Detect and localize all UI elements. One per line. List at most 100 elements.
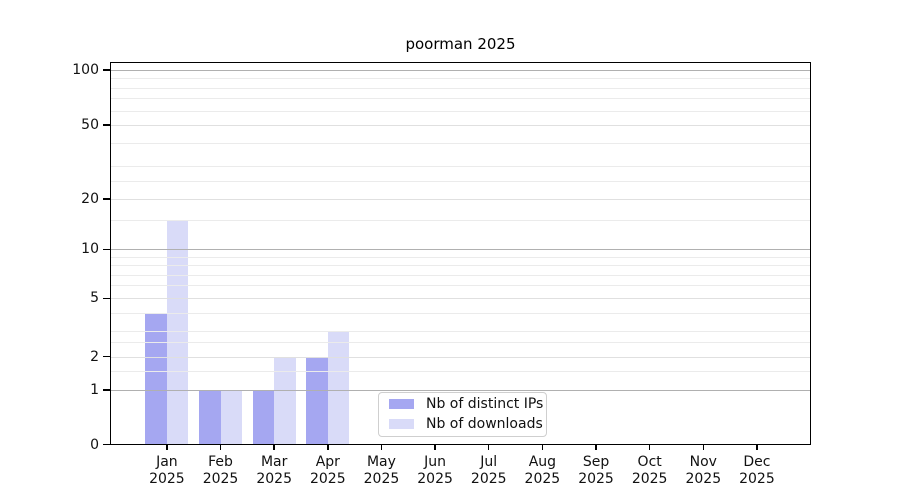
y-tick-label: 1 — [90, 382, 99, 398]
x-tick-month: Mar — [260, 454, 288, 470]
gridline-minor — [110, 265, 811, 267]
x-tick-mark — [327, 444, 329, 450]
x-tick-month: Nov — [689, 454, 717, 470]
y-tick-label: 50 — [81, 117, 99, 133]
x-tick-label-jun: Jun 2025 — [403, 454, 467, 487]
gridline-labeled-minor — [110, 298, 811, 300]
x-tick-month: Jun — [424, 454, 447, 470]
x-tick-mark — [219, 444, 222, 450]
x-tick-month: Dec — [743, 454, 771, 470]
x-tick-mark — [541, 444, 544, 450]
gridline-labeled-minor — [110, 125, 811, 126]
y-tick-mark — [103, 356, 110, 358]
y-tick-label: 10 — [81, 241, 99, 258]
gridline-minor — [110, 330, 811, 332]
gridline-minor — [110, 342, 811, 344]
x-tick-month: Jan — [156, 454, 178, 470]
x-tick-month: Aug — [528, 454, 557, 470]
x-tick-mark — [434, 444, 436, 450]
gridline-minor — [110, 312, 811, 314]
x-tick-year: 2025 — [202, 470, 239, 487]
x-tick-label-apr: Apr 2025 — [296, 454, 360, 487]
bar-downloads-feb — [220, 390, 243, 445]
gridline-minor — [110, 219, 811, 221]
gridline-minor — [110, 87, 811, 89]
gridline-minor — [110, 180, 811, 182]
legend-item-distinct-ips: Nb of distinct IPs — [389, 396, 546, 413]
x-tick-mark — [166, 444, 168, 450]
y-tick-mark — [103, 69, 110, 71]
legend-label-distinct-ips: Nb of distinct IPs — [426, 396, 544, 412]
x-tick-label-jan: Jan 2025 — [135, 454, 199, 487]
x-tick-year: 2025 — [470, 470, 507, 487]
x-tick-year: 2025 — [524, 470, 561, 487]
x-tick-label-aug: Aug 2025 — [510, 454, 574, 487]
legend-swatch-distinct-ips — [389, 399, 414, 409]
axes-spines — [110, 61, 811, 445]
legend-item-downloads: Nb of downloads — [389, 416, 546, 433]
bar-downloads-jan — [166, 219, 189, 445]
bar-distinct-ips-mar — [252, 390, 275, 445]
legend-swatch-downloads — [389, 419, 414, 429]
gridline-minor — [110, 98, 811, 100]
y-tick-mark — [103, 389, 110, 391]
x-tick-year: 2025 — [309, 470, 346, 487]
x-tick-mark — [488, 444, 490, 450]
y-tick-mark — [103, 443, 110, 446]
gridline-minor — [110, 78, 811, 80]
gridline-minor — [110, 166, 811, 168]
gridline-minor — [110, 274, 811, 276]
x-tick-year: 2025 — [578, 470, 614, 487]
gridline-major — [110, 249, 811, 251]
bar-downloads-apr — [327, 330, 350, 445]
x-tick-month: Apr — [315, 454, 340, 470]
legend-label-downloads: Nb of downloads — [426, 416, 543, 432]
gridline-minor — [110, 256, 811, 258]
x-tick-month: Oct — [637, 454, 662, 470]
bar-distinct-ips-apr — [306, 356, 328, 445]
x-tick-year: 2025 — [256, 470, 292, 487]
chart-title: poorman 2025 — [405, 35, 516, 53]
gridline-minor — [110, 370, 811, 372]
x-tick-month: Feb — [208, 454, 233, 470]
x-tick-year: 2025 — [417, 470, 453, 487]
legend: Nb of distinct IPs Nb of downloads — [378, 391, 547, 437]
gridline-major — [110, 70, 811, 71]
x-tick-year: 2025 — [363, 470, 400, 487]
gridline-labeled-minor — [110, 199, 811, 200]
x-tick-label-nov: Nov 2025 — [671, 454, 735, 487]
x-tick-label-jul: Jul 2025 — [457, 454, 521, 487]
y-tick-mark — [103, 198, 110, 200]
x-tick-mark — [273, 444, 275, 450]
x-tick-month: May — [366, 454, 396, 470]
x-tick-label-sep: Sep 2025 — [564, 454, 628, 487]
x-tick-mark — [380, 444, 383, 450]
x-tick-label-dec: Dec 2025 — [725, 454, 789, 487]
x-tick-label-mar: Mar 2025 — [242, 454, 306, 487]
gridline-labeled-minor — [110, 356, 811, 358]
y-tick-mark — [103, 297, 110, 299]
y-tick-label: 2 — [90, 348, 99, 365]
x-tick-year: 2025 — [631, 470, 668, 487]
x-tick-mark — [702, 444, 704, 450]
gridline-minor — [110, 285, 811, 287]
x-tick-year: 2025 — [685, 470, 722, 487]
y-tick-mark — [103, 124, 110, 126]
y-tick-label: 0 — [90, 436, 99, 453]
bar-distinct-ips-feb — [199, 390, 221, 445]
bar-downloads-mar — [274, 356, 296, 445]
x-tick-year: 2025 — [149, 470, 185, 487]
y-tick-label: 100 — [72, 62, 99, 78]
x-tick-label-feb: Feb 2025 — [189, 454, 253, 487]
x-tick-label-may: May 2025 — [349, 454, 413, 487]
bar-distinct-ips-jan — [145, 312, 167, 445]
x-tick-year: 2025 — [739, 470, 775, 487]
x-tick-mark — [756, 444, 758, 450]
y-tick-label: 20 — [81, 191, 99, 207]
x-tick-mark — [648, 444, 651, 450]
gridline-minor — [110, 110, 811, 112]
y-tick-mark — [103, 248, 110, 250]
gridline-major — [110, 390, 811, 391]
x-tick-label-oct: Oct 2025 — [618, 454, 682, 487]
